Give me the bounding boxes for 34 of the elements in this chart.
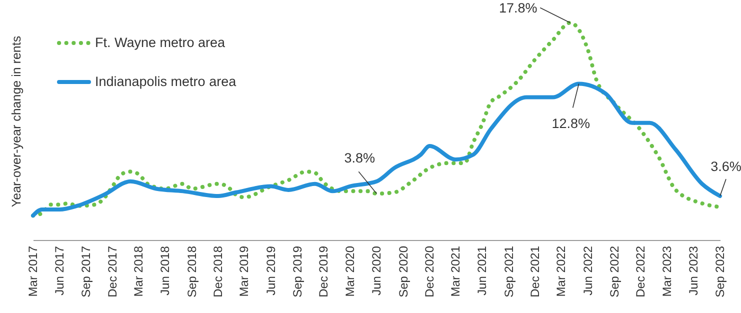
x-tick-label: Sep 2018 bbox=[184, 246, 199, 298]
x-tick-label: Dec 2022 bbox=[634, 246, 648, 298]
x-tick-label: Mar 2019 bbox=[237, 246, 252, 297]
x-tick-label: Jun 2020 bbox=[370, 246, 384, 296]
x-tick-label: Mar 2018 bbox=[132, 246, 146, 297]
x-tick-label: Dec 2019 bbox=[316, 246, 331, 298]
x-tick-label: Jun 2017 bbox=[52, 246, 67, 296]
x-tick-label: Dec 2021 bbox=[528, 246, 542, 298]
y-axis-title: Year-over-year change in rents bbox=[10, 36, 24, 208]
x-tick-label: Mar 2022 bbox=[554, 246, 568, 297]
data-label: 17.8% bbox=[499, 0, 538, 16]
x-tick-label: Mar 2020 bbox=[343, 246, 358, 297]
x-tick-label: Dec 2018 bbox=[211, 246, 226, 298]
x-tick-label: Sep 2020 bbox=[396, 246, 410, 298]
x-tick-label: Dec 2017 bbox=[106, 246, 120, 298]
x-tick-label: Sep 2019 bbox=[290, 246, 304, 298]
data-label: 12.8% bbox=[552, 116, 590, 131]
x-tick-label: Jun 2022 bbox=[580, 246, 595, 296]
x-tick-label: Sep 2023 bbox=[713, 246, 727, 298]
x-tick-label: Dec 2020 bbox=[422, 246, 437, 298]
legend-label: Indianapolis metro area bbox=[95, 74, 237, 89]
x-tick-label: Jun 2019 bbox=[264, 246, 278, 296]
data-label: 3.8% bbox=[344, 150, 376, 166]
x-tick-label: Jun 2023 bbox=[686, 246, 700, 296]
x-tick-label: Jun 2021 bbox=[475, 246, 490, 296]
x-tick-label: Mar 2023 bbox=[660, 246, 674, 297]
x-tick-label: Jun 2018 bbox=[158, 246, 172, 296]
data-label: 3.6% bbox=[710, 159, 741, 174]
x-tick-label: Sep 2021 bbox=[502, 246, 516, 298]
legend-label: Ft. Wayne metro area bbox=[95, 35, 226, 50]
x-tick-label: Mar 2017 bbox=[26, 246, 40, 297]
x-tick-label: Sep 2022 bbox=[607, 246, 622, 298]
x-tick-label: Mar 2021 bbox=[448, 246, 463, 297]
x-tick-label: Sep 2017 bbox=[79, 246, 94, 298]
